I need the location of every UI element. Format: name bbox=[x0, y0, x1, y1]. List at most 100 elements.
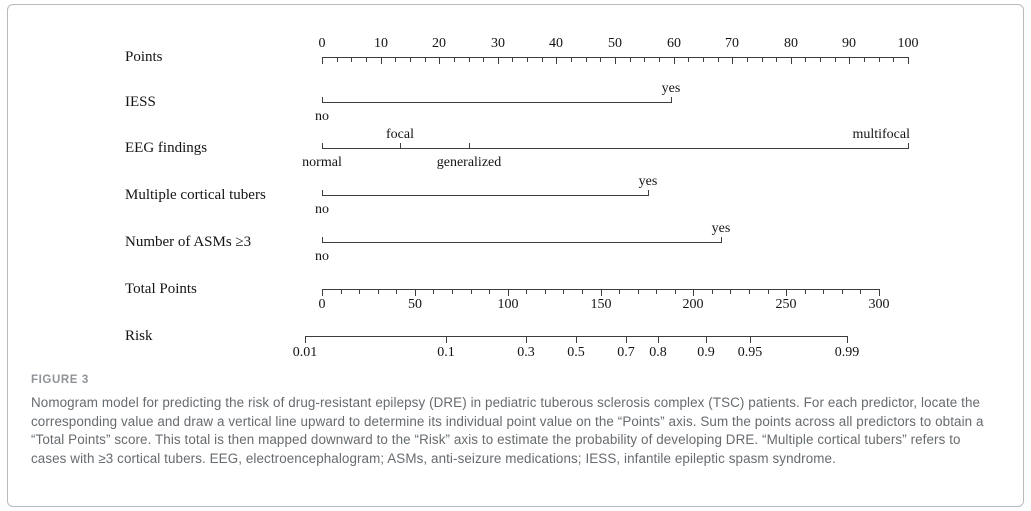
points-tick-label: 90 bbox=[842, 36, 856, 51]
total-tick-label: 100 bbox=[497, 297, 519, 312]
points-tick bbox=[571, 57, 572, 62]
category-tick bbox=[322, 237, 323, 243]
risk-tick-label: 0.99 bbox=[834, 345, 860, 360]
total-tick bbox=[359, 289, 360, 294]
points-tick bbox=[410, 57, 411, 62]
row-label: IESS bbox=[125, 94, 156, 110]
points-tick bbox=[674, 57, 675, 64]
total-tick-label: 200 bbox=[682, 297, 704, 312]
risk-tick-label: 0.01 bbox=[292, 345, 318, 360]
points-tick bbox=[512, 57, 513, 62]
points-tick-label: 0 bbox=[318, 36, 326, 51]
total-tick bbox=[452, 289, 453, 294]
risk-tick bbox=[526, 336, 527, 343]
points-tick bbox=[659, 57, 660, 62]
total-tick bbox=[675, 289, 676, 294]
points-tick bbox=[600, 57, 601, 62]
category-label: generalized bbox=[436, 155, 502, 170]
risk-tick-label: 0.1 bbox=[437, 345, 455, 360]
category-tick bbox=[908, 143, 909, 149]
total-tick bbox=[823, 289, 824, 294]
points-tick bbox=[732, 57, 733, 64]
category-tick bbox=[322, 190, 323, 196]
risk-tick-label: 0.7 bbox=[617, 345, 635, 360]
points-tick-label: 30 bbox=[491, 36, 505, 51]
points-tick bbox=[395, 57, 396, 62]
points-tick bbox=[703, 57, 704, 62]
total-tick-label: 50 bbox=[408, 297, 422, 312]
category-label: multifocal bbox=[852, 127, 910, 142]
total-tick bbox=[545, 289, 546, 294]
points-tick bbox=[483, 57, 484, 62]
total-tick bbox=[712, 289, 713, 294]
category-tick bbox=[469, 143, 470, 149]
points-tick bbox=[630, 57, 631, 62]
total-tick bbox=[638, 289, 639, 294]
total-tick bbox=[471, 289, 472, 294]
points-tick bbox=[498, 57, 499, 64]
category-tick bbox=[648, 190, 649, 196]
total-tick bbox=[433, 289, 434, 294]
category-label: no bbox=[315, 202, 329, 217]
total-tick bbox=[601, 289, 602, 296]
predictor-axis-line bbox=[322, 242, 722, 243]
category-label: normal bbox=[302, 155, 342, 170]
total-tick bbox=[730, 289, 731, 294]
points-tick bbox=[718, 57, 719, 62]
risk-tick bbox=[847, 336, 848, 343]
points-tick bbox=[644, 57, 645, 62]
risk-tick bbox=[446, 336, 447, 343]
points-tick bbox=[366, 57, 367, 62]
total-tick bbox=[378, 289, 379, 294]
points-tick bbox=[615, 57, 616, 64]
points-tick-label: 10 bbox=[374, 36, 388, 51]
points-tick-label: 100 bbox=[897, 36, 919, 51]
total-tick bbox=[396, 289, 397, 294]
points-tick bbox=[879, 57, 880, 62]
total-tick bbox=[526, 289, 527, 294]
total-tick bbox=[768, 289, 769, 294]
points-tick bbox=[864, 57, 865, 62]
points-tick bbox=[791, 57, 792, 64]
points-tick bbox=[425, 57, 426, 62]
points-tick-label: 50 bbox=[608, 36, 622, 51]
risk-tick bbox=[626, 336, 627, 343]
total-tick-label: 300 bbox=[868, 297, 890, 312]
points-tick bbox=[439, 57, 440, 64]
category-tick bbox=[721, 237, 722, 243]
total-tick bbox=[415, 289, 416, 296]
figure-caption: FIGURE 3 Nomogram model for predicting t… bbox=[31, 374, 997, 468]
risk-tick-label: 0.9 bbox=[697, 345, 715, 360]
category-label: no bbox=[315, 249, 329, 264]
points-tick bbox=[322, 57, 323, 64]
total-tick bbox=[582, 289, 583, 294]
points-tick bbox=[776, 57, 777, 62]
category-label: yes bbox=[711, 221, 731, 236]
row-label: Number of ASMs ≥3 bbox=[125, 234, 252, 250]
row-label: Risk bbox=[125, 328, 153, 344]
points-tick-label: 80 bbox=[784, 36, 798, 51]
total-tick-label: 150 bbox=[590, 297, 612, 312]
points-tick bbox=[747, 57, 748, 62]
points-tick bbox=[454, 57, 455, 62]
points-tick bbox=[893, 57, 894, 62]
total-tick bbox=[341, 289, 342, 294]
points-tick bbox=[469, 57, 470, 62]
risk-tick bbox=[706, 336, 707, 343]
total-tick bbox=[693, 289, 694, 296]
points-tick-label: 20 bbox=[432, 36, 446, 51]
risk-tick-label: 0.95 bbox=[737, 345, 763, 360]
points-tick bbox=[337, 57, 338, 62]
figure-card bbox=[7, 4, 1024, 507]
points-tick bbox=[556, 57, 557, 64]
category-tick bbox=[400, 143, 401, 149]
points-tick-label: 40 bbox=[549, 36, 563, 51]
total-tick bbox=[508, 289, 509, 296]
risk-tick bbox=[750, 336, 751, 343]
risk-tick-label: 0.8 bbox=[649, 345, 667, 360]
risk-tick-label: 0.3 bbox=[517, 345, 535, 360]
total-tick bbox=[619, 289, 620, 294]
points-tick bbox=[381, 57, 382, 64]
caption-text: Nomogram model for predicting the risk o… bbox=[31, 395, 984, 466]
